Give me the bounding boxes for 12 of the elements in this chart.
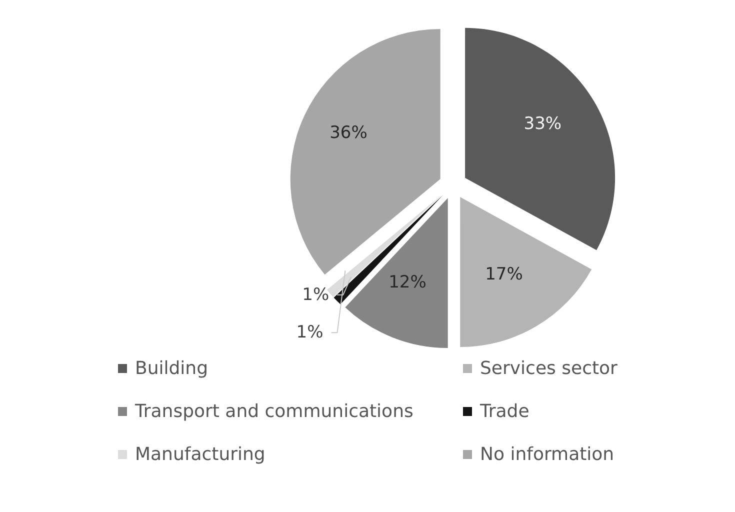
legend-label: No information — [480, 444, 614, 465]
legend-label: Manufacturing — [135, 444, 266, 465]
data-label: 1% — [302, 284, 330, 305]
data-label: 1% — [296, 322, 324, 343]
data-label: 17% — [485, 264, 523, 285]
data-label: 12% — [388, 272, 426, 292]
legend-label: Building — [135, 358, 208, 379]
legend-label: Services sector — [480, 358, 618, 379]
legend-label: Trade — [480, 401, 530, 422]
data-label: 36% — [330, 123, 368, 144]
legend-label: Transport and communications — [135, 401, 414, 422]
data-label: 33% — [524, 114, 562, 134]
